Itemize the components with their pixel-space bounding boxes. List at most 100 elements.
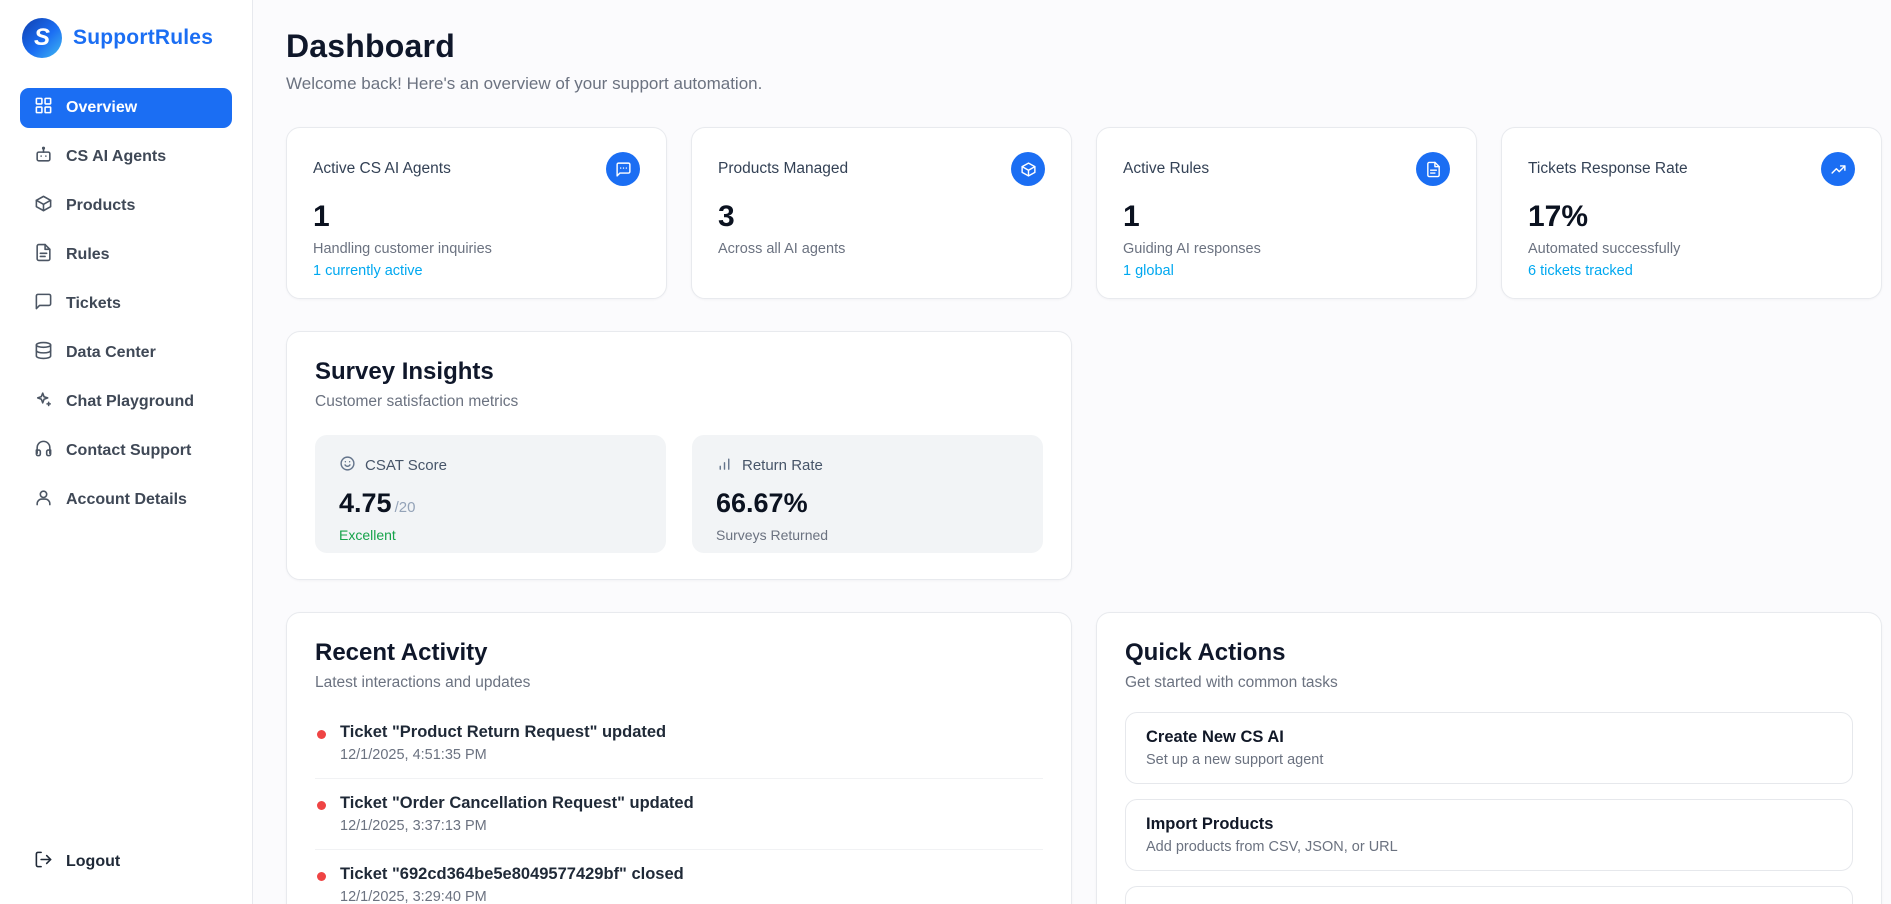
stat-badge: 1 currently active (313, 263, 423, 279)
return-rate-panel: Return Rate 66.67% Surveys Returned (692, 435, 1043, 553)
activity-time: 12/1/2025, 3:29:40 PM (340, 889, 487, 904)
bar-chart-icon (716, 455, 733, 476)
activity-list: Ticket "Product Return Request" updated … (315, 708, 1043, 904)
quick-actions-card: Quick Actions Get started with common ta… (1096, 612, 1882, 904)
headset-icon (34, 439, 53, 463)
stat-badge (718, 263, 1045, 280)
recent-activity-title: Recent Activity (315, 639, 488, 666)
stat-value: 1 (313, 200, 330, 233)
stat-value: 17% (1528, 200, 1589, 233)
trending-up-icon (1821, 152, 1855, 186)
sidebar-item-tickets[interactable]: Tickets (20, 284, 232, 324)
sidebar-item-products[interactable]: Products (20, 186, 232, 226)
csat-label: CSAT Score (365, 457, 447, 474)
csat-scale: /20 (394, 499, 416, 516)
recent-activity-subtitle: Latest interactions and updates (315, 674, 531, 691)
quick-actions-subtitle: Get started with common tasks (1125, 674, 1338, 691)
add-new-rule-button[interactable]: Add New Rule Define how your AI responds (1125, 886, 1853, 904)
sidebar-item-account-details[interactable]: Account Details (20, 480, 232, 520)
brand: S SupportRules (20, 18, 232, 58)
sidebar-item-contact-support[interactable]: Contact Support (20, 431, 232, 471)
survey-row: Survey Insights Customer satisfaction me… (286, 331, 1882, 580)
stat-description: Guiding AI responses (1123, 241, 1261, 257)
action-title: Add New Rule (1146, 902, 1832, 904)
stat-badge: 6 tickets tracked (1528, 263, 1633, 279)
stat-card-active-rules: Active Rules 1 Guiding AI responses 1 gl… (1096, 127, 1477, 299)
bottom-row: Recent Activity Latest interactions and … (286, 612, 1882, 904)
return-rate-label: Return Rate (742, 457, 823, 474)
stat-description: Handling customer inquiries (313, 241, 492, 257)
document-icon (34, 243, 53, 267)
csat-value: 4.75 (339, 488, 392, 518)
survey-insights-card: Survey Insights Customer satisfaction me… (286, 331, 1072, 580)
sidebar-item-label: CS AI Agents (66, 148, 167, 165)
action-description: Set up a new support agent (1146, 752, 1324, 768)
bot-icon (606, 152, 640, 186)
activity-dot-icon (317, 801, 326, 810)
stat-label: Products Managed (718, 160, 849, 177)
stat-value: 1 (1123, 200, 1140, 233)
survey-title: Survey Insights (315, 358, 494, 385)
bot-icon (34, 145, 53, 169)
sparkle-icon (34, 390, 53, 414)
sidebar-item-cs-ai-agents[interactable]: CS AI Agents (20, 137, 232, 177)
sidebar-item-label: Account Details (66, 491, 187, 508)
activity-text: Ticket "Order Cancellation Request" upda… (340, 794, 694, 812)
activity-time: 12/1/2025, 3:37:13 PM (340, 818, 487, 834)
stat-value: 3 (718, 200, 735, 233)
survey-subtitle: Customer satisfaction metrics (315, 393, 519, 410)
activity-item: Ticket "692cd364be5e8049577429bf" closed… (315, 850, 1043, 904)
return-rate-value: 66.67% (716, 488, 808, 518)
sidebar-item-label: Chat Playground (66, 393, 195, 410)
sidebar-item-label: Products (66, 197, 136, 214)
recent-activity-card: Recent Activity Latest interactions and … (286, 612, 1072, 904)
sidebar-item-data-center[interactable]: Data Center (20, 333, 232, 373)
actions-list: Create New CS AI Set up a new support ag… (1125, 712, 1853, 904)
activity-dot-icon (317, 730, 326, 739)
stat-card-response-rate: Tickets Response Rate 17% Automated succ… (1501, 127, 1882, 299)
sidebar-item-label: Contact Support (66, 442, 192, 459)
page-subtitle: Welcome back! Here's an overview of your… (286, 74, 763, 93)
stat-badge: 1 global (1123, 263, 1174, 279)
activity-time: 12/1/2025, 4:51:35 PM (340, 747, 487, 763)
stat-label: Active Rules (1123, 160, 1210, 177)
brand-logo-icon: S (22, 18, 62, 58)
activity-dot-icon (317, 872, 326, 881)
chat-bubble-icon (34, 292, 53, 316)
csat-status: Excellent (339, 527, 396, 543)
sidebar-item-overview[interactable]: Overview (20, 88, 232, 128)
stat-description: Automated successfully (1528, 241, 1681, 257)
sidebar-item-rules[interactable]: Rules (20, 235, 232, 275)
activity-item: Ticket "Product Return Request" updated … (315, 708, 1043, 779)
action-description: Add products from CSV, JSON, or URL (1146, 839, 1398, 855)
activity-text: Ticket "Product Return Request" updated (340, 723, 667, 741)
sidebar-item-label: Tickets (66, 295, 121, 312)
action-title: Create New CS AI (1146, 728, 1284, 746)
create-new-cs-ai-button[interactable]: Create New CS AI Set up a new support ag… (1125, 712, 1853, 784)
stat-description: Across all AI agents (718, 241, 846, 257)
stat-label: Active CS AI Agents (313, 160, 451, 177)
stat-card-products-managed: Products Managed 3 Across all AI agents (691, 127, 1072, 299)
logout-label: Logout (66, 853, 121, 870)
sidebar-item-label: Data Center (66, 344, 156, 361)
brand-name: SupportRules (73, 26, 214, 49)
csat-panel: CSAT Score 4.75 /20 Excellent (315, 435, 666, 553)
stats-row: Active CS AI Agents 1 Handling customer … (286, 127, 1882, 299)
database-icon (34, 341, 53, 365)
sidebar-item-label: Overview (66, 99, 138, 116)
package-icon (34, 194, 53, 218)
user-icon (34, 488, 53, 512)
sidebar-item-label: Rules (66, 246, 110, 263)
grid-icon (34, 96, 53, 120)
main-content: Dashboard Welcome back! Here's an overvi… (253, 0, 1891, 904)
import-products-button[interactable]: Import Products Add products from CSV, J… (1125, 799, 1853, 871)
sidebar-nav: Overview CS AI Agents Products Rules Tic… (20, 88, 232, 520)
return-rate-description: Surveys Returned (716, 527, 829, 543)
action-title: Import Products (1146, 815, 1274, 833)
activity-text: Ticket "692cd364be5e8049577429bf" closed (340, 865, 684, 883)
stat-label: Tickets Response Rate (1528, 160, 1688, 177)
stat-card-active-agents: Active CS AI Agents 1 Handling customer … (286, 127, 667, 299)
activity-item: Ticket "Order Cancellation Request" upda… (315, 779, 1043, 850)
sidebar-item-chat-playground[interactable]: Chat Playground (20, 382, 232, 422)
logout-button[interactable]: Logout (20, 842, 232, 882)
